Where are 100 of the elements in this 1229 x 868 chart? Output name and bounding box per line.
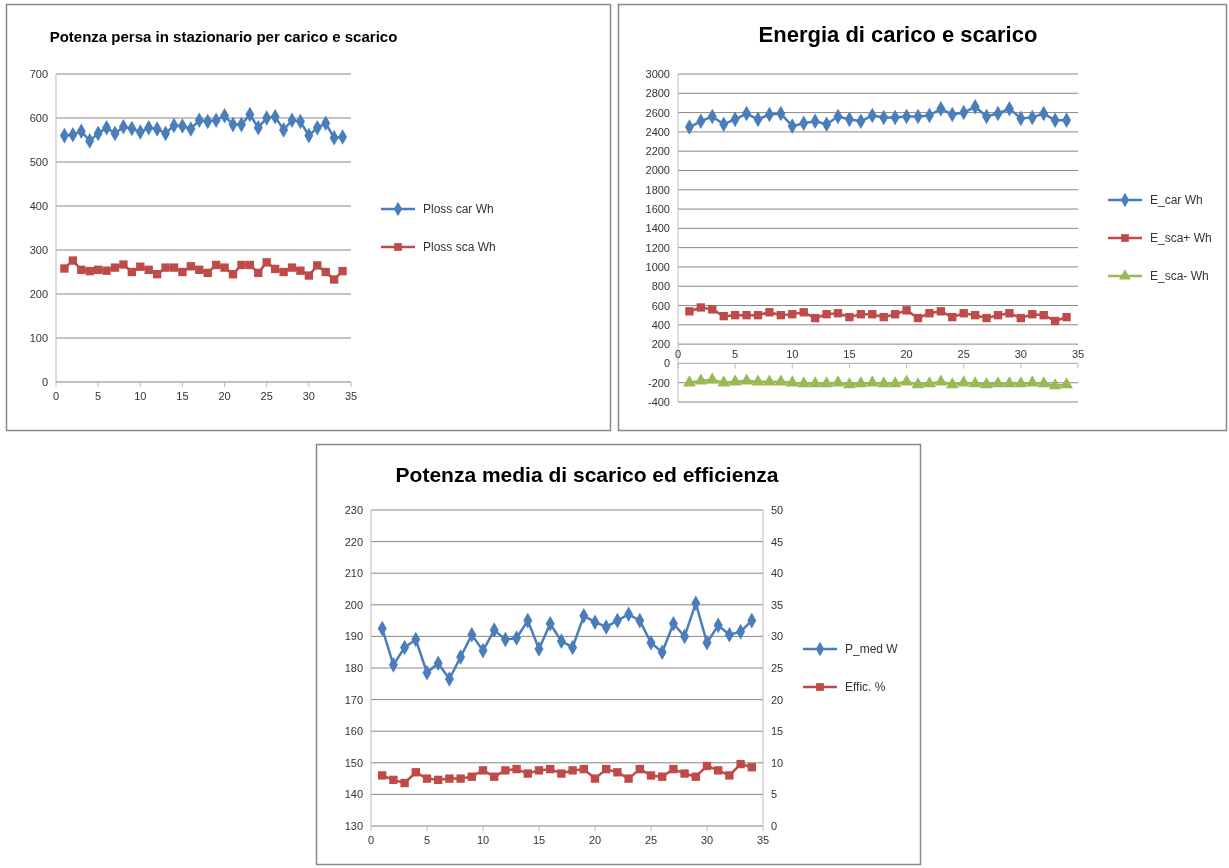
point [102,266,111,275]
y2-tick-label: 25 [771,662,784,674]
point [753,310,763,320]
x-tick-label: 20 [900,348,913,361]
legend-label: Effic. % [845,680,886,694]
point [60,264,69,273]
point [110,263,120,272]
point [178,267,187,277]
point [900,374,913,386]
point [936,307,946,316]
point [1014,376,1028,388]
x-tick-label: 15 [532,834,546,846]
point [970,310,980,320]
point [658,772,667,781]
y-tick-label: 140 [344,788,363,801]
point [925,309,934,318]
point [1060,377,1073,389]
point [765,308,774,317]
point [747,763,756,772]
x-tick-label: 25 [644,834,658,846]
point [478,766,488,775]
point [696,303,706,312]
point [203,268,212,278]
y2-tick-label: 0 [771,820,778,832]
point [702,761,712,771]
point [843,377,856,389]
x-tick-label: 10 [786,348,799,361]
y-tick-label: -200 [647,376,670,389]
point [993,310,1003,320]
point [127,267,137,277]
y-tick-label: 2600 [645,106,670,119]
point [557,769,566,778]
x-tick-label: 0 [52,390,60,402]
point [245,260,255,270]
y-tick-label: 190 [344,630,363,643]
y-tick-label: 220 [344,535,363,548]
point [694,373,708,385]
x-tick-label: 0 [367,834,375,846]
y-tick-label: 700 [29,68,48,80]
x-tick-label: 30 [302,390,315,402]
point [467,772,476,781]
x-tick-label: 15 [843,348,856,361]
y-tick-label: 400 [29,200,48,212]
x-tick-label: 35 [756,834,770,846]
point [934,374,948,386]
point [152,270,162,279]
point [1005,309,1014,318]
point [728,374,742,386]
y-tick-label: 180 [344,662,363,674]
point [845,312,854,322]
point [68,256,78,265]
legend-label: Ploss car Wh [423,202,494,216]
point [304,271,314,280]
y-tick-label: 1400 [645,222,670,235]
point [161,263,170,272]
point [237,260,246,270]
point [389,775,398,785]
point [85,266,94,276]
legend-label: E_sca+ Wh [1150,231,1212,245]
legend-label: E_sca- Wh [1150,269,1209,283]
y-tick-label: 230 [344,504,363,516]
point [833,309,843,318]
point [856,310,866,319]
chart-title: Potenza persa in stazionario per carico e scarico [49,28,398,45]
point [685,307,694,316]
point [959,309,968,318]
y2-tick-label: 10 [771,756,784,769]
point [646,771,656,780]
y2-tick-label: 40 [771,567,784,580]
point [822,310,831,319]
point [982,313,991,323]
x-tick-label: 5 [732,348,739,361]
point [254,268,263,278]
chart-title: Potenza media di scarico ed efficienza [395,463,779,486]
x-tick-label: 10 [476,834,490,846]
y-tick-label: 400 [651,318,670,331]
x-tick-label: 25 [957,348,970,361]
point [719,311,728,321]
y-tick-label: 0 [41,376,48,388]
y-tick-label: 2400 [645,125,670,138]
point [169,263,179,272]
point [635,764,644,774]
point [195,265,204,274]
point [287,263,297,272]
legend-label: P_med W [845,642,899,656]
x-tick-label: 20 [588,834,602,846]
point [763,374,776,386]
y-tick-label: 160 [344,725,363,738]
point [546,764,555,774]
y-tick-label: 500 [29,156,48,168]
point [742,310,751,320]
x-tick-label: 0 [674,348,682,361]
y-tick-label: 1200 [645,241,670,254]
point [329,275,339,284]
point [879,312,888,322]
y-tick-label: 3000 [645,68,670,80]
y-tick-label: 0 [663,357,670,370]
x-tick-label: 35 [1071,348,1085,361]
point [980,377,993,389]
point [799,308,808,317]
